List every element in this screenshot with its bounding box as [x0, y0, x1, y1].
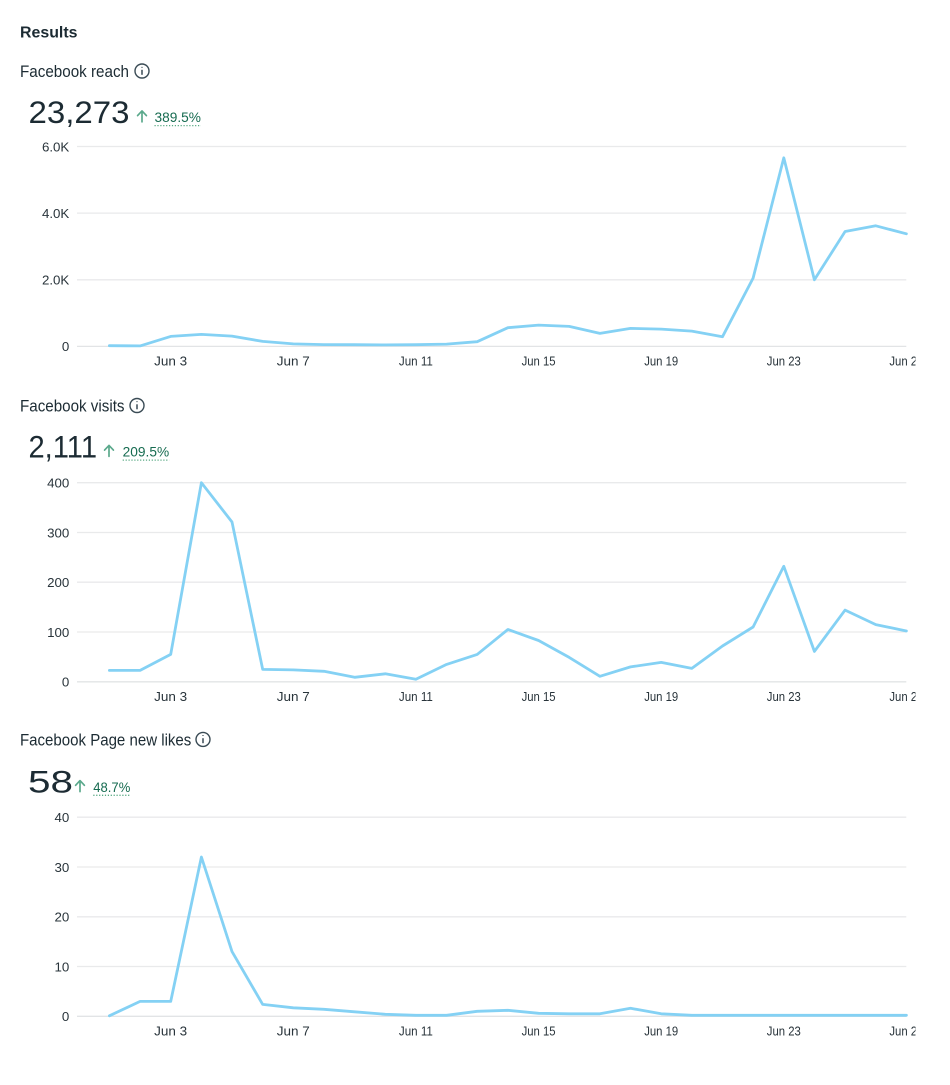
svg-text:400: 400	[47, 476, 69, 491]
svg-text:Jun 7: Jun 7	[277, 689, 310, 704]
svg-text:Jun 7: Jun 7	[277, 354, 310, 369]
svg-text:Jun 23: Jun 23	[767, 689, 801, 704]
svg-text:389.5%: 389.5%	[155, 110, 202, 125]
svg-text:40: 40	[55, 810, 70, 825]
svg-text:Jun 19: Jun 19	[644, 689, 678, 704]
svg-text:30: 30	[55, 860, 70, 875]
svg-text:Jun 27: Jun 27	[889, 1023, 923, 1038]
svg-text:Jun 3: Jun 3	[154, 1023, 187, 1038]
svg-text:Jun 23: Jun 23	[767, 1023, 801, 1038]
svg-text:Jun 27: Jun 27	[889, 354, 923, 369]
svg-text:4.0K: 4.0K	[42, 206, 69, 221]
svg-text:Jun 15: Jun 15	[522, 1023, 556, 1038]
svg-text:Facebook Page new likes: Facebook Page new likes	[20, 732, 191, 750]
svg-text:48.7%: 48.7%	[93, 780, 130, 795]
svg-text:23,273: 23,273	[29, 94, 130, 130]
svg-text:Jun 11: Jun 11	[399, 1023, 433, 1038]
svg-text:58: 58	[28, 764, 73, 800]
svg-text:Jun 11: Jun 11	[399, 689, 433, 704]
svg-text:Jun 15: Jun 15	[522, 689, 556, 704]
svg-text:209.5%: 209.5%	[123, 445, 170, 460]
svg-text:Facebook visits: Facebook visits	[20, 398, 125, 416]
svg-text:200: 200	[47, 575, 69, 590]
svg-text:Jun 7: Jun 7	[277, 1023, 310, 1038]
svg-text:10: 10	[55, 959, 70, 974]
svg-text:0: 0	[62, 339, 69, 354]
svg-text:Jun 19: Jun 19	[644, 354, 678, 369]
svg-text:6.0K: 6.0K	[42, 139, 69, 154]
svg-text:2.0K: 2.0K	[42, 273, 69, 288]
svg-text:Jun 15: Jun 15	[522, 354, 556, 369]
svg-text:Jun 19: Jun 19	[644, 1023, 678, 1038]
svg-text:Jun 11: Jun 11	[399, 354, 433, 369]
svg-text:Jun 27: Jun 27	[889, 689, 923, 704]
svg-text:20: 20	[55, 910, 70, 925]
svg-text:Jun 3: Jun 3	[154, 689, 187, 704]
svg-text:Results: Results	[20, 25, 78, 42]
svg-text:Jun 23: Jun 23	[767, 354, 801, 369]
svg-text:300: 300	[47, 525, 69, 540]
svg-text:Jun 3: Jun 3	[154, 354, 187, 369]
svg-text:100: 100	[47, 625, 69, 640]
svg-text:Facebook reach: Facebook reach	[20, 63, 129, 81]
svg-text:0: 0	[62, 1009, 69, 1024]
svg-text:2,111: 2,111	[29, 429, 98, 465]
svg-text:0: 0	[62, 675, 69, 690]
